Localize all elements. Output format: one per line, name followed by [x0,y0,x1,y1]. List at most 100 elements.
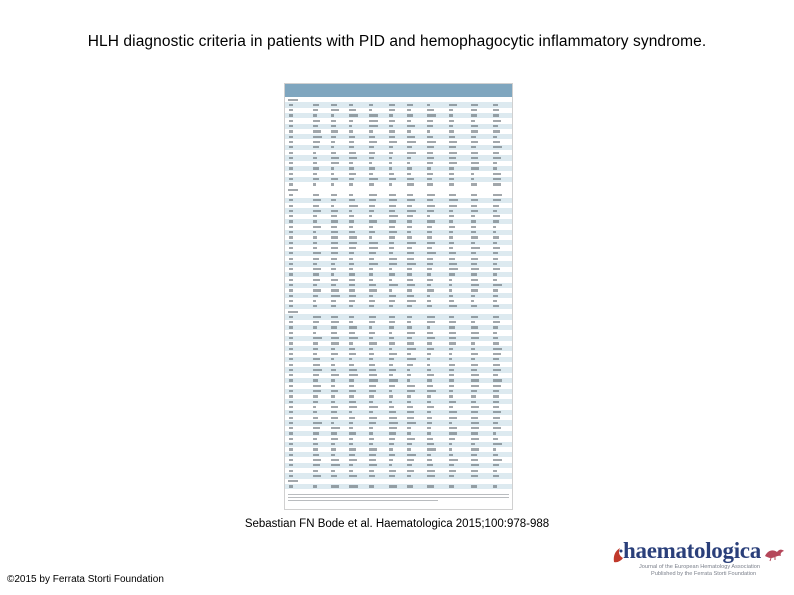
table-cell-mark [313,225,321,228]
table-cell-mark [471,252,476,255]
table-cell-mark [471,363,478,366]
table-row [285,473,512,479]
table-cell-mark [331,178,338,181]
table-cell-mark [427,183,433,186]
table-cell-mark [331,167,334,170]
table-cell-mark [389,119,395,122]
table-cell-mark [313,421,322,425]
table-cell-mark [313,374,319,377]
table-cell-mark [369,448,377,451]
table-cell-mark [289,368,293,372]
table-cell-mark [407,384,415,387]
table-cell-mark [493,225,496,228]
table-row [285,303,512,309]
table-cell-mark [471,172,474,175]
table-row [285,134,512,140]
table-cell-mark [449,427,457,430]
table-cell-mark [313,437,317,440]
table-cell-mark [389,374,393,377]
table-cell-mark [313,167,319,170]
table-cell-mark [313,379,318,382]
table-cell-mark [407,416,414,419]
table-cell-mark [407,151,416,154]
table-cell-mark [313,284,317,287]
table-cell-mark [313,135,322,138]
table-cell-mark [313,178,319,181]
table-row [285,245,512,250]
table-cell-mark [493,273,497,276]
table-cell-mark [369,384,376,387]
table-cell-mark [349,246,356,250]
table-cell-mark [369,485,374,488]
table-cell-mark [427,337,435,340]
table-cell-mark [349,326,357,329]
table-cell-mark [471,289,478,292]
table-cell-mark [331,421,334,425]
table-cell-mark [331,125,336,128]
table-row [285,250,512,256]
table-cell-mark [369,273,373,276]
table-group-row [285,97,512,103]
table-cell-mark [313,347,318,350]
table-cell-mark [331,326,337,329]
table-cell-mark [471,178,474,181]
table-cell-mark [369,453,376,456]
table-cell-mark [313,443,318,446]
table-row [285,483,512,490]
table-cell-mark [427,299,431,303]
table-cell-mark [449,437,455,440]
table-cell-mark [471,114,477,117]
table-cell-mark [331,416,338,419]
table-cell-mark [349,236,357,239]
table-cell-mark [427,390,436,393]
table-cell-mark [389,421,398,425]
table-header [285,84,512,97]
table-cell-mark [389,273,395,276]
table-cell-mark [313,342,318,345]
table-cell-mark [449,326,455,329]
table-cell-mark [427,469,435,472]
table-row [285,112,512,119]
table-cell-mark [427,215,430,218]
table-cell-mark [493,326,498,329]
table-row [285,288,512,293]
table-cell-mark [331,183,334,186]
table-cell-mark [331,215,337,218]
table-cell-mark [349,204,358,207]
logo-mark-icon [613,548,623,563]
table-cell-mark [369,326,372,329]
table-cell-mark [369,342,377,345]
table-cell-mark [349,268,353,271]
table-cell-mark [449,395,453,398]
table-cell-mark [427,305,432,308]
table-row [285,197,512,203]
table-cell-mark [449,405,453,409]
table-cell-mark [313,315,321,319]
table-cell-mark [427,321,435,324]
table-cell-mark [493,204,499,207]
table-cell-mark [493,400,499,403]
table-cell-mark [449,284,452,287]
table-cell-mark [331,464,340,467]
table-cell-mark [289,321,293,324]
table-cell-mark [427,146,434,149]
table-cell-mark [493,284,502,287]
table-row [285,430,512,437]
table-header-cell [388,84,409,97]
table-cell-mark [389,231,397,234]
table-row [285,214,512,219]
table-cell-mark [289,453,293,456]
table-cell-mark [427,125,433,128]
table-cell-mark [493,347,502,350]
table-cell-mark [471,469,478,472]
table-cell-mark [331,193,337,197]
table-cell-mark [427,374,434,377]
table-cell-mark [313,246,317,250]
table-cell-mark [331,395,335,398]
table-cell-mark [407,411,414,414]
table-cell-mark [289,156,293,160]
table-cell-mark [493,411,501,414]
table-cell-mark [493,464,499,467]
table-cell-mark [407,273,412,276]
table-cell-mark [331,199,336,202]
